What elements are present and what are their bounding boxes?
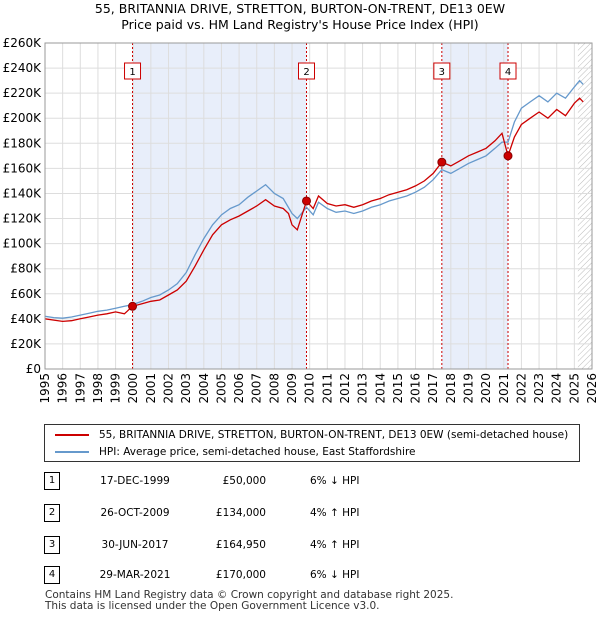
y-tick-label: £220K xyxy=(3,86,43,100)
x-tick-label: 2010 xyxy=(303,373,317,404)
x-tick-label: 2025 xyxy=(567,373,581,404)
transaction-number: 2 xyxy=(44,504,60,522)
y-tick-label: £100K xyxy=(3,237,43,251)
sale-label-box-3 xyxy=(433,62,451,80)
x-tick-label: 2001 xyxy=(144,373,158,404)
property-series-line xyxy=(44,97,584,323)
x-tick-label: 2017 xyxy=(426,373,440,404)
y-tick-label: £40K xyxy=(10,312,42,326)
transaction-price: £50,000 xyxy=(222,475,266,487)
x-tick-label: 2004 xyxy=(197,373,211,404)
x-tick-label: 1999 xyxy=(109,373,123,404)
transaction-number: 4 xyxy=(44,566,60,584)
y-tick-label: £140K xyxy=(3,186,43,200)
legend: 55, BRITANNIA DRIVE, STRETTON, BURTON-ON… xyxy=(44,424,580,462)
sale-label-4: 4 xyxy=(505,67,511,78)
y-tick-label: £180K xyxy=(3,136,43,150)
transaction-price: £134,000 xyxy=(215,507,266,519)
x-tick-label: 2000 xyxy=(126,373,140,404)
forecast-hatch xyxy=(577,43,592,369)
footer-licence: This data is licensed under the Open Gov… xyxy=(45,600,380,612)
sale-label-box-1 xyxy=(124,62,142,80)
x-tick-label: 2014 xyxy=(373,373,387,404)
transaction-hpi: 4% ↑ HPI xyxy=(310,507,360,519)
sale-label-1: 1 xyxy=(129,67,135,78)
transaction-date: 30-JUN-2017 xyxy=(101,539,169,551)
legend-swatch-hpi xyxy=(55,451,89,453)
x-tick-label: 2016 xyxy=(409,373,423,404)
x-tick-label: 2019 xyxy=(461,373,475,404)
x-tick-label: 1996 xyxy=(56,373,70,404)
x-tick-label: 1995 xyxy=(38,373,52,404)
footer-copyright: Contains HM Land Registry data © Crown c… xyxy=(45,589,454,601)
x-tick-label: 2021 xyxy=(497,373,511,404)
price-chart: 1 2 3 4 £0 £20K £40K £60K £80K £100K £120K £140K £16… xyxy=(3,36,599,404)
y-tick-label: £20K xyxy=(10,337,42,351)
ownership-shade-1 xyxy=(132,43,307,369)
x-tick-label: 2015 xyxy=(391,373,405,404)
x-tick-label: 2018 xyxy=(444,373,458,404)
legend-label-property: 55, BRITANNIA DRIVE, STRETTON, BURTON-ON… xyxy=(99,429,569,441)
transaction-number: 3 xyxy=(44,536,60,554)
x-tick-label: 2007 xyxy=(250,373,264,404)
x-tick-label: 2024 xyxy=(550,373,564,404)
y-tick-label: £160K xyxy=(3,161,43,175)
x-tick-label: 2011 xyxy=(320,373,334,404)
y-tick-label: £60K xyxy=(10,287,42,301)
y-tick-label: £80K xyxy=(10,262,42,276)
x-tick-label: 2005 xyxy=(214,373,228,404)
x-tick-label: 2013 xyxy=(356,373,370,404)
x-tick-label: 2023 xyxy=(532,373,546,404)
x-tick-label: 2008 xyxy=(267,373,281,404)
transaction-date: 17-DEC-1999 xyxy=(100,475,170,487)
transaction-hpi: 6% ↓ HPI xyxy=(310,569,360,581)
y-tick-label: £260K xyxy=(3,36,43,50)
transaction-date: 26-OCT-2009 xyxy=(100,507,170,519)
x-tick-label: 2009 xyxy=(285,373,299,404)
sale-label-box-2 xyxy=(298,62,316,80)
y-tick-label: £200K xyxy=(3,111,43,125)
x-tick-label: 2012 xyxy=(338,373,352,404)
plot-area xyxy=(45,43,592,369)
sale-point-4 xyxy=(503,151,513,161)
sale-point-1 xyxy=(128,301,138,311)
y-tick-label: £240K xyxy=(3,61,43,75)
x-tick-label: 2003 xyxy=(179,373,193,404)
chart-title-line1: 55, BRITANNIA DRIVE, STRETTON, BURTON-ON… xyxy=(94,1,506,16)
ownership-shade-2 xyxy=(441,43,509,369)
x-tick-label: 2002 xyxy=(162,373,176,404)
transaction-hpi: 4% ↑ HPI xyxy=(310,539,360,551)
sale-point-3 xyxy=(437,157,447,167)
transaction-price: £170,000 xyxy=(215,569,266,581)
transaction-date: 29-MAR-2021 xyxy=(99,569,171,581)
sale-label-3: 3 xyxy=(439,67,445,78)
sale-point-2 xyxy=(302,196,312,206)
transaction-hpi: 6% ↓ HPI xyxy=(310,475,360,487)
y-tick-label: £0 xyxy=(26,362,41,376)
x-tick-label: 2006 xyxy=(232,373,246,404)
transaction-price: £164,950 xyxy=(215,539,266,551)
footer: Contains HM Land Registry data © Crown c… xyxy=(45,590,453,612)
plot-frame xyxy=(44,42,593,370)
chart-title-line2: Price paid vs. HM Land Registry's House … xyxy=(121,17,479,32)
x-tick-label: 2026 xyxy=(585,373,599,404)
x-tick-label: 1997 xyxy=(73,373,87,404)
y-tick-label: £120K xyxy=(3,212,43,226)
sale-label-2: 2 xyxy=(303,67,309,78)
x-tick-label: 2020 xyxy=(479,373,493,404)
legend-label-hpi: HPI: Average price, semi-detached house,… xyxy=(99,446,416,458)
transaction-number: 1 xyxy=(44,472,60,490)
x-tick-label: 1998 xyxy=(91,373,105,404)
legend-swatch-property xyxy=(55,434,89,436)
sale-label-box-4 xyxy=(499,62,517,80)
x-tick-label: 2022 xyxy=(514,373,528,404)
